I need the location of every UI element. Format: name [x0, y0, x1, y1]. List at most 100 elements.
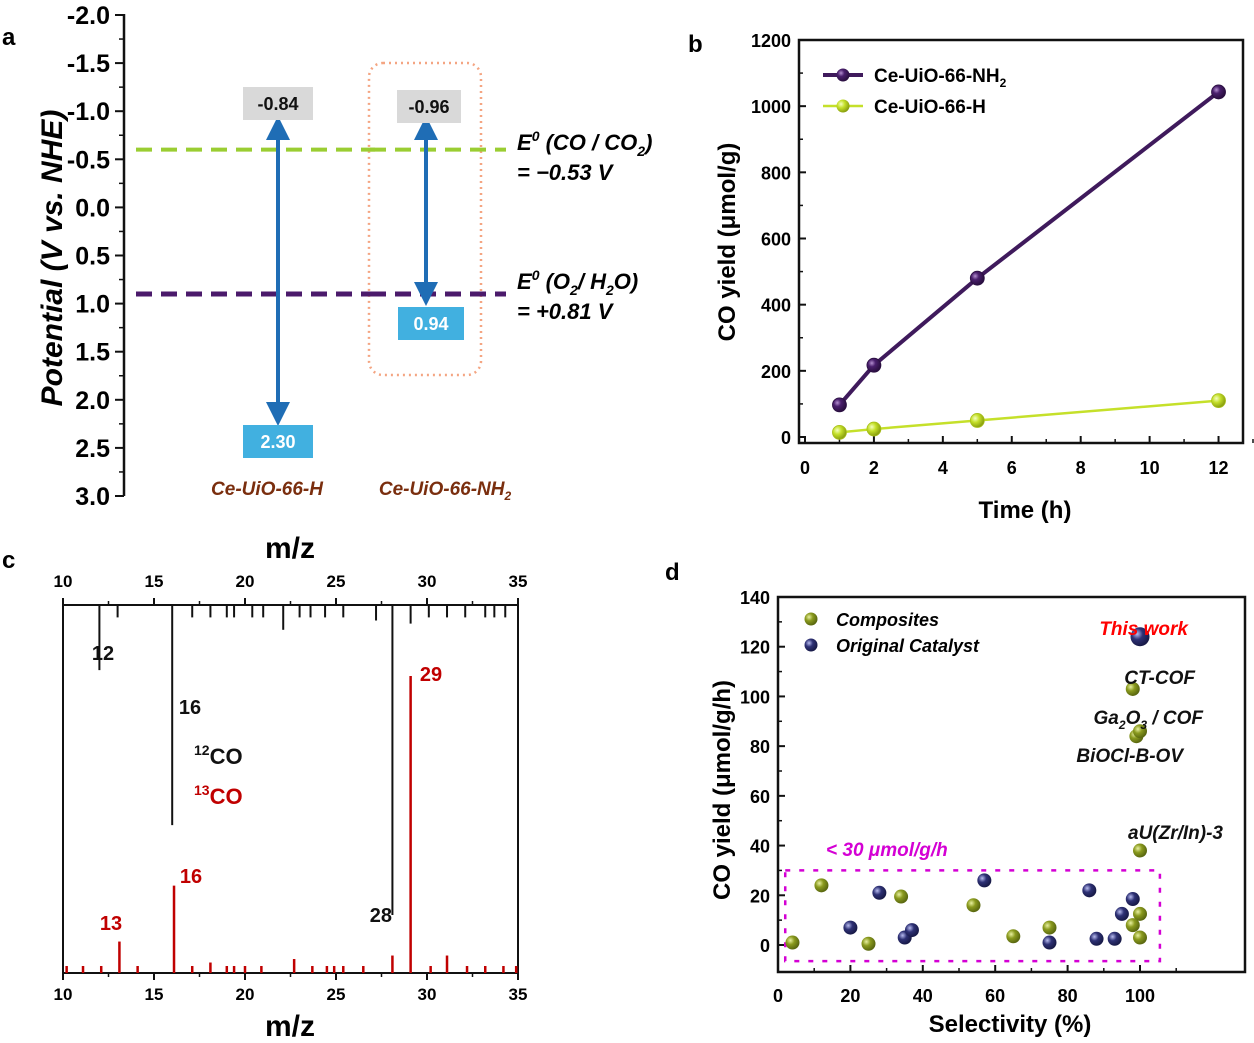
- legend-marker: [804, 638, 818, 652]
- text-span: Ce-UiO-66-H: [211, 479, 324, 500]
- peak-label-13co: 13: [100, 913, 122, 935]
- panel-b-line-chart: CO yield (μmol/g) Time (h) 0 2 4 6 8 10 12 0 200…: [714, 31, 1254, 524]
- data-point-composite: [861, 936, 876, 951]
- y-tick-label: 80: [750, 737, 770, 757]
- x-tick-label: 100: [1125, 986, 1155, 1006]
- panel-b-plot-frame: [797, 38, 1245, 445]
- y-tick-label: 120: [740, 638, 770, 658]
- x-tick-label: 80: [1058, 986, 1078, 1006]
- x-tick-label: 8: [1076, 458, 1086, 478]
- bottom-x-tick-label: 15: [145, 985, 164, 1004]
- legend-label: Ce-UiO-66-H: [874, 97, 986, 118]
- text-span: 13: [194, 782, 210, 798]
- panel-a-band-diagram: Potential (V vs. NHE) -2.0 -1.5 -1.0 -0.5 0.…: [36, 2, 652, 511]
- y-tick-label: 140: [740, 588, 770, 608]
- text-span: 12: [194, 742, 210, 758]
- data-point-original-catalyst: [977, 873, 992, 888]
- vb-value-label: 0.94: [413, 314, 448, 334]
- data-point-composite: [1133, 843, 1147, 858]
- top-x-tick-label: 20: [236, 572, 255, 591]
- y-tick-label: 0.5: [75, 243, 110, 271]
- data-point-composite: [1125, 681, 1140, 696]
- text-span: CO: [210, 784, 243, 809]
- peak-label-12co: 16: [179, 697, 201, 719]
- legend-label: Ce-UiO-66-NH2: [874, 66, 1007, 90]
- panel-d-plot-frame: [776, 595, 1247, 974]
- data-point: [1211, 84, 1226, 100]
- panel-label-b: b: [688, 31, 703, 58]
- threshold-label: < 30 μmol/g/h: [826, 840, 948, 861]
- data-point-composite: [1133, 930, 1147, 945]
- data-point-original-catalyst: [904, 923, 919, 938]
- panel-a-y-axis-label: Potential (V vs. NHE): [36, 110, 69, 407]
- annotation-ga2o3-cof: Ga2O3 / COF: [1094, 708, 1205, 732]
- legend-marker: [836, 68, 850, 82]
- reference-value-label: = −0.53 V: [517, 160, 615, 185]
- data-point: [832, 397, 847, 413]
- text-span: Ce-UiO-66-H: [874, 97, 986, 118]
- vb-value-label: 2.30: [260, 432, 295, 452]
- x-tick-label: 20: [840, 986, 860, 1006]
- bottom-x-tick-label: 25: [327, 985, 346, 1004]
- top-x-tick-label: 25: [327, 572, 346, 591]
- top-x-tick-label: 30: [418, 572, 437, 591]
- panel-label-d: d: [665, 559, 680, 586]
- text-span: 0: [532, 267, 540, 283]
- bottom-x-tick-label: 35: [509, 985, 528, 1004]
- panel-b-x-axis-label: Time (h): [979, 497, 1072, 524]
- y-tick-label: 400: [761, 296, 791, 316]
- reference-line-label: E0 (CO / CO2): [517, 128, 652, 159]
- panel-label-c: c: [2, 547, 15, 574]
- data-point-original-catalyst: [843, 920, 858, 935]
- data-point: [969, 270, 985, 286]
- data-point-original-catalyst: [1114, 906, 1129, 921]
- cb-value-label: -0.84: [257, 94, 298, 114]
- x-tick-label: 12: [1209, 458, 1229, 478]
- y-tick-label: 200: [761, 362, 791, 382]
- x-tick-label: 60: [985, 986, 1005, 1006]
- x-tick-label: 2: [869, 458, 879, 478]
- data-point-composite: [1006, 929, 1021, 944]
- data-point-composite: [894, 889, 909, 904]
- legend-marker: [836, 99, 850, 113]
- reference-line-label: E0 (O2/ H2O): [517, 267, 638, 298]
- text-span: 2: [503, 489, 511, 503]
- text-span: 2: [636, 143, 645, 159]
- y-tick-label: -2.0: [67, 2, 110, 30]
- legend-marker: [804, 612, 818, 626]
- text-span: ): [643, 130, 652, 155]
- y-tick-label: -1.0: [67, 98, 110, 126]
- y-tick-label: 20: [750, 886, 770, 906]
- annotation-biocl-b-ov: BiOCl-B-OV: [1076, 746, 1184, 767]
- y-tick-label: 2.5: [75, 435, 110, 463]
- text-span: 2: [569, 282, 578, 298]
- text-span: 3: [1140, 718, 1147, 732]
- data-point: [832, 424, 847, 440]
- panel-d-x-axis-label: Selectivity (%): [929, 1011, 1092, 1038]
- panel-c-bottom-x-axis-label: m/z: [265, 1010, 315, 1043]
- text-span: (O: [539, 269, 570, 294]
- threshold-box: [783, 869, 1162, 963]
- y-tick-label: 60: [750, 787, 770, 807]
- text-span: 0: [532, 128, 540, 144]
- data-point-composite: [1125, 918, 1140, 933]
- y-tick-label: 600: [761, 230, 791, 250]
- panel-d-y-axis-label: CO yield (μmol/g/h): [709, 680, 736, 900]
- text-span: E: [517, 269, 533, 294]
- highlight-box-nh2: [367, 61, 483, 377]
- x-tick-label: 6: [1007, 458, 1017, 478]
- panel-b-y-axis-label: CO yield (μmol/g): [714, 143, 741, 342]
- data-point-original-catalyst: [1042, 935, 1057, 950]
- y-tick-label: 800: [761, 163, 791, 183]
- panel-c-top-x-axis-label: m/z: [265, 532, 315, 565]
- x-tick-label: 40: [913, 986, 933, 1006]
- y-tick-label: -1.5: [67, 50, 110, 78]
- top-x-tick-label: 35: [509, 572, 528, 591]
- y-tick-label: 1.0: [75, 291, 110, 319]
- legend-item: 12CO: [194, 742, 243, 769]
- peak-label-13co: 29: [420, 664, 442, 686]
- top-x-tick-label: 10: [54, 572, 73, 591]
- y-tick-label: 1200: [751, 31, 791, 51]
- y-tick-label: 0: [781, 428, 791, 448]
- data-point-original-catalyst: [1082, 883, 1097, 898]
